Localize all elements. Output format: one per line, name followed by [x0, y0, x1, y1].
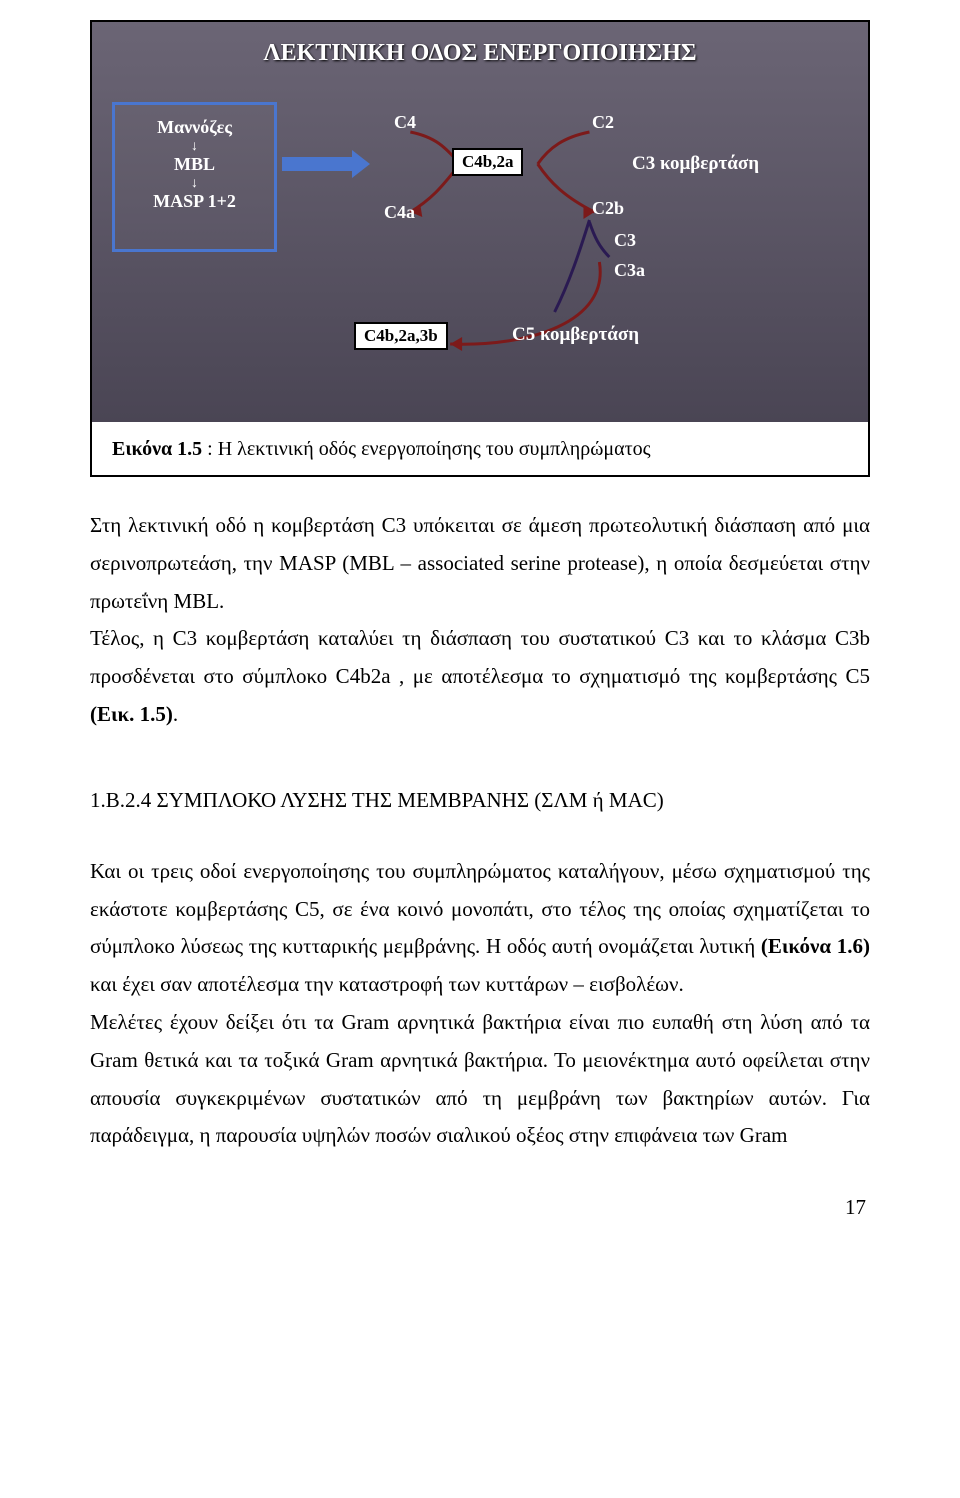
figure-frame: ΛΕΚΤΙΝΙΚΗ ΟΔΟΣ ΕΝΕΡΓΟΠΟΙΗΣΗΣ Μαννόζες ↓ … — [90, 20, 870, 477]
c2b-label: C2b — [592, 198, 624, 219]
mannoses-label: Μαννόζες — [123, 117, 266, 138]
activation-arrow-icon — [282, 157, 352, 171]
page-number: 17 — [90, 1195, 870, 1220]
figure-ref-1-6: (Εικόνα 1.6) — [761, 934, 870, 958]
section-heading: 1.Β.2.4 ΣΥΜΠΛΟΚΟ ΛΥΣΗΣ ΤΗΣ ΜΕΜΒΡΑΝΗΣ (ΣΛ… — [90, 788, 870, 813]
body-text: Στη λεκτινική οδό η κομβερτάση C3 υπόκει… — [90, 507, 870, 1155]
c4a-label: C4a — [384, 202, 415, 223]
down-arrow-icon: ↓ — [123, 140, 266, 154]
paragraph-2: Τέλος, η C3 κομβερτάση καταλύει τη διάσπ… — [90, 620, 870, 733]
mbl-label: MBL — [123, 154, 266, 175]
figure-ref-1-5: (Εικ. 1.5) — [90, 702, 173, 726]
initiator-box: Μαννόζες ↓ MBL ↓ MASP 1+2 — [112, 102, 277, 252]
paragraph-1: Στη λεκτινική οδό η κομβερτάση C3 υπόκει… — [90, 507, 870, 620]
figure-caption-text: : Η λεκτινική οδός ενεργοποίησης του συμ… — [202, 438, 650, 460]
para2-a: Τέλος, η C3 κομβερτάση καταλύει τη διάσπ… — [90, 626, 870, 688]
c4b2a-label: C4b,2a — [452, 148, 523, 176]
c2-label: C2 — [592, 112, 614, 133]
masp-label: MASP 1+2 — [123, 191, 266, 212]
paragraph-3: Και οι τρεις οδοί ενεργοποίησης του συμπ… — [90, 853, 870, 1004]
c3-label: C3 — [614, 230, 636, 251]
c4b2a3b-label: C4b,2a,3b — [354, 322, 448, 350]
diagram-title: ΛΕΚΤΙΝΙΚΗ ΟΔΟΣ ΕΝΕΡΓΟΠΟΙΗΣΗΣ — [92, 40, 868, 67]
paragraph-4: Μελέτες έχουν δείξει ότι τα Gram αρνητικ… — [90, 1004, 870, 1155]
para3-a: Και οι τρεις οδοί ενεργοποίησης του συμπ… — [90, 859, 870, 959]
down-arrow-icon: ↓ — [123, 177, 266, 191]
para2-c: . — [173, 702, 178, 726]
c3-convertase-label: C3 κομβερτάση — [632, 153, 759, 175]
para3-c: και έχει σαν αποτέλεσμα την καταστροφή τ… — [90, 972, 684, 996]
c5-convertase-label: C5 κομβερτάση — [512, 324, 639, 346]
c3a-label: C3a — [614, 260, 645, 281]
c4-label: C4 — [394, 112, 416, 133]
lectin-pathway-diagram: ΛΕΚΤΙΝΙΚΗ ΟΔΟΣ ΕΝΕΡΓΟΠΟΙΗΣΗΣ Μαννόζες ↓ … — [92, 22, 868, 422]
figure-number: Εικόνα 1.5 — [112, 438, 202, 460]
figure-caption: Εικόνα 1.5 : Η λεκτινική οδός ενεργοποίη… — [92, 422, 868, 461]
